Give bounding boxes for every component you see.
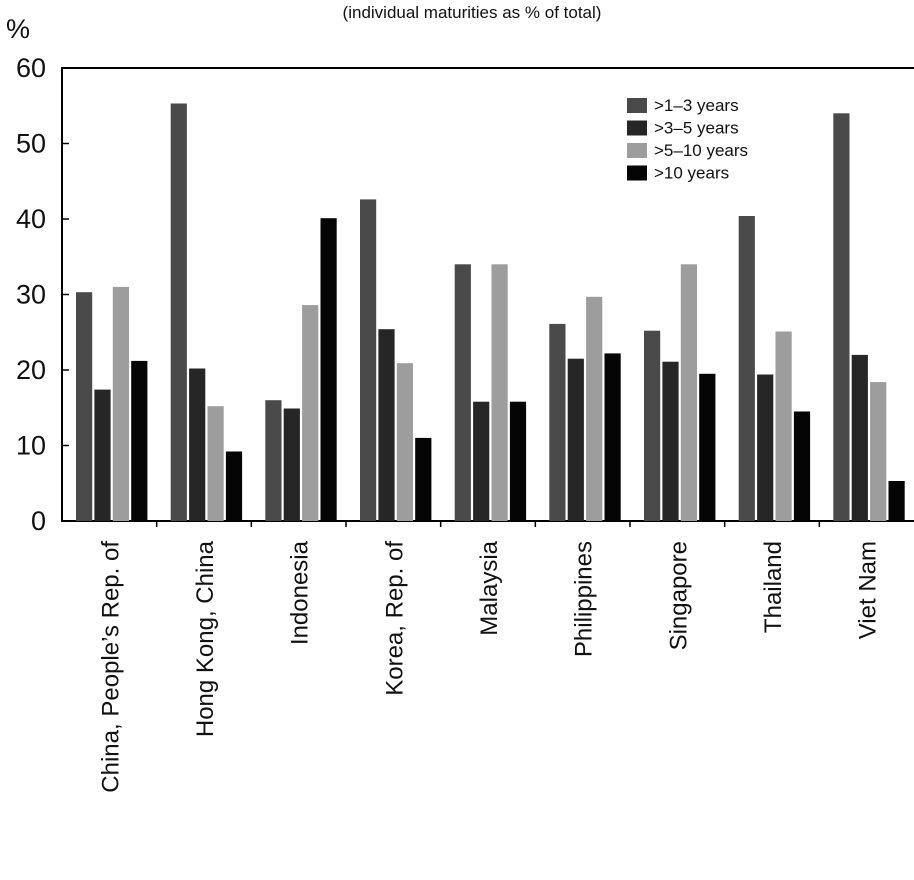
legend-swatch <box>627 98 647 113</box>
bar-group <box>644 264 716 521</box>
x-tick-label: Singapore <box>665 541 692 650</box>
bar <box>360 199 377 521</box>
bar <box>320 218 337 521</box>
bar-group <box>265 218 337 521</box>
bar <box>265 400 282 521</box>
bar <box>775 331 792 521</box>
bar <box>225 451 243 521</box>
bar <box>604 353 621 521</box>
y-tick-label: 30 <box>16 280 46 310</box>
chart-subtitle: (individual maturities as % of total) <box>343 3 602 22</box>
bar-group <box>833 113 905 522</box>
legend-label: >10 years <box>654 164 729 183</box>
bar-group <box>738 216 811 521</box>
y-axis-unit-label: % <box>6 14 30 44</box>
plot-area: 0 10 20 30 40 50 60 China, People’s Rep. of Hong… <box>16 53 914 793</box>
bar <box>833 113 850 522</box>
x-tick-label: Thailand <box>760 541 787 633</box>
bar <box>94 389 111 521</box>
y-tick-label: 40 <box>16 204 46 234</box>
legend-swatch <box>627 165 647 181</box>
bar <box>509 401 527 521</box>
bar <box>415 437 432 521</box>
bar <box>189 368 206 521</box>
x-tick-label: Hong Kong, China <box>192 540 219 737</box>
y-tick-label: 10 <box>16 431 46 461</box>
bar <box>738 216 755 521</box>
x-tick-label: Korea, Rep. of <box>381 541 408 696</box>
legend: >1–3 years >3–5 years >5–10 years >10 years <box>627 96 748 183</box>
x-tick-label: Philippines <box>571 541 598 657</box>
x-tick-label: Malaysia <box>476 540 503 635</box>
bar <box>549 323 566 521</box>
bar <box>644 330 661 521</box>
bar-group <box>76 286 148 521</box>
y-tick-label: 60 <box>16 53 46 83</box>
x-tick-label: Viet Nam <box>855 541 882 639</box>
bar <box>76 292 93 521</box>
bar <box>793 411 811 521</box>
legend-label: >5–10 years <box>654 141 748 160</box>
legend-swatch <box>627 120 647 136</box>
bar <box>170 103 187 521</box>
legend-item: >1–3 years <box>627 96 739 115</box>
y-tick-label: 20 <box>16 355 46 385</box>
bar-group <box>549 296 621 521</box>
x-tick-label: China, People’s Rep. of <box>97 541 124 793</box>
bar-group <box>170 103 243 521</box>
legend-item: >10 years <box>627 164 729 183</box>
bar <box>112 286 129 521</box>
bar <box>454 264 471 521</box>
bar <box>378 329 395 521</box>
bar <box>302 305 319 521</box>
legend-label: >3–5 years <box>654 119 739 138</box>
legend-item: >3–5 years <box>627 119 739 138</box>
legend-label: >1–3 years <box>654 96 739 115</box>
y-tick-label: 0 <box>31 506 46 536</box>
bar <box>586 296 603 521</box>
bar <box>851 354 868 521</box>
bar <box>699 373 716 521</box>
bar-group <box>454 264 527 521</box>
bar <box>662 361 679 521</box>
bar <box>680 264 697 521</box>
bar <box>870 382 887 521</box>
bar-group <box>360 199 432 521</box>
bar <box>888 481 905 521</box>
y-tick-label: 50 <box>16 129 46 159</box>
legend-item: >5–10 years <box>627 141 748 160</box>
bar <box>473 401 490 521</box>
legend-swatch <box>627 143 647 158</box>
bar <box>567 358 584 521</box>
x-tick-label: Indonesia <box>287 540 314 645</box>
bar <box>491 264 508 521</box>
bar <box>131 360 148 521</box>
bar <box>283 408 300 521</box>
bar <box>396 363 413 521</box>
bar <box>757 374 774 521</box>
bar <box>207 406 224 521</box>
